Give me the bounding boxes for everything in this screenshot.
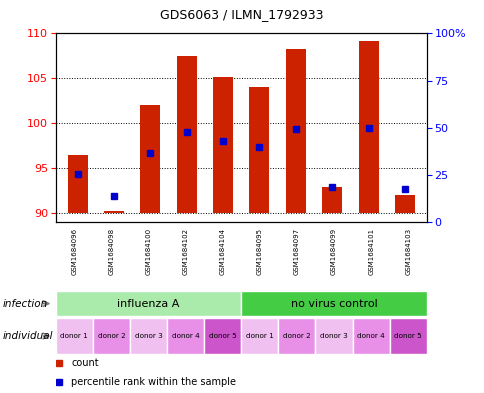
Bar <box>285 49 305 213</box>
Text: donor 4: donor 4 <box>171 333 199 339</box>
Text: GDS6063 / ILMN_1792933: GDS6063 / ILMN_1792933 <box>159 8 322 22</box>
Bar <box>93 318 130 354</box>
Text: donor 3: donor 3 <box>135 333 162 339</box>
Text: GSM1684098: GSM1684098 <box>108 228 114 275</box>
Bar <box>212 77 233 213</box>
Bar <box>249 87 269 213</box>
Bar <box>166 318 204 354</box>
Text: donor 1: donor 1 <box>60 333 88 339</box>
Text: no virus control: no virus control <box>290 299 377 309</box>
Text: donor 3: donor 3 <box>319 333 347 339</box>
Text: GSM1684101: GSM1684101 <box>367 228 373 275</box>
Bar <box>56 318 93 354</box>
Bar <box>130 318 166 354</box>
Bar <box>67 155 88 213</box>
Bar <box>352 318 389 354</box>
Text: donor 5: donor 5 <box>393 333 421 339</box>
Text: GSM1684097: GSM1684097 <box>293 228 299 275</box>
Text: donor 2: donor 2 <box>97 333 125 339</box>
Bar <box>56 291 241 316</box>
Text: GSM1684104: GSM1684104 <box>219 228 225 275</box>
Text: infection: infection <box>2 299 47 309</box>
Bar <box>241 291 426 316</box>
Text: count: count <box>71 358 99 368</box>
Bar <box>321 187 342 213</box>
Text: donor 2: donor 2 <box>283 333 310 339</box>
Bar <box>315 318 352 354</box>
Text: percentile rank within the sample: percentile rank within the sample <box>71 377 236 387</box>
Bar <box>241 318 278 354</box>
Text: GSM1684096: GSM1684096 <box>71 228 77 275</box>
Text: GSM1684100: GSM1684100 <box>145 228 151 275</box>
Text: GSM1684103: GSM1684103 <box>405 228 410 275</box>
Text: GSM1684102: GSM1684102 <box>182 228 188 275</box>
Text: individual: individual <box>2 331 53 341</box>
Text: donor 4: donor 4 <box>357 333 384 339</box>
Text: GSM1684095: GSM1684095 <box>257 228 262 275</box>
Bar <box>389 318 426 354</box>
Bar <box>140 105 160 213</box>
Bar <box>394 195 414 213</box>
Bar <box>176 56 197 213</box>
Text: donor 5: donor 5 <box>209 333 236 339</box>
Text: influenza A: influenza A <box>117 299 180 309</box>
Bar <box>204 318 241 354</box>
Bar <box>358 40 378 213</box>
Text: GSM1684099: GSM1684099 <box>331 228 336 275</box>
Bar <box>104 211 124 213</box>
Bar <box>278 318 315 354</box>
Text: donor 1: donor 1 <box>245 333 273 339</box>
